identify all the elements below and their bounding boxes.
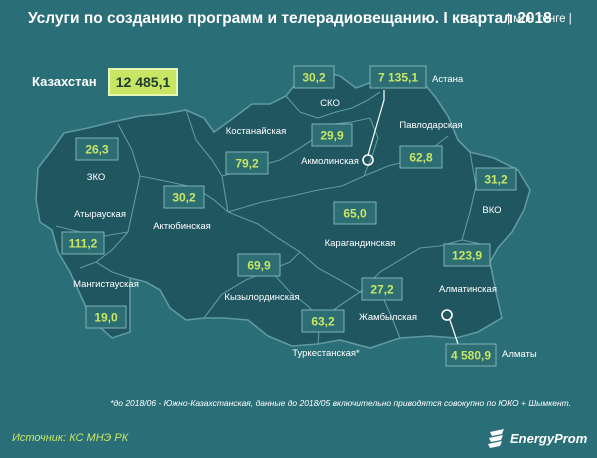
- country-label: Казахстан: [32, 74, 97, 89]
- region-name: Павлодарская: [399, 120, 462, 131]
- region-value: 29,9: [320, 129, 344, 143]
- region-label-group: 123,9 Алматинская: [439, 243, 497, 295]
- region-value-box: [333, 201, 377, 225]
- region-label-group: 29,9 Акмолинская: [301, 123, 359, 167]
- region-name: Акмолинская: [301, 156, 359, 167]
- region-label-group: 62,8 Павлодарская: [399, 120, 463, 169]
- city-marker-icon: [441, 309, 453, 321]
- region-name: Костанайская: [226, 126, 286, 137]
- region-name: Актюбинская: [153, 221, 211, 232]
- region-value: 65,0: [343, 207, 367, 221]
- region-value-box: [301, 309, 345, 333]
- region-value-box: [293, 65, 335, 89]
- chart-title: Услуги по созданию программ и телерадиов…: [28, 10, 552, 27]
- region-value-box: [311, 123, 353, 147]
- region-value-box: [163, 185, 205, 209]
- source-note: Источник: КС МНЭ РК: [12, 432, 129, 444]
- region-label-group: 111,2 Атырауская: [61, 209, 126, 255]
- region-value: 30,2: [172, 191, 196, 205]
- energyprom-icon: [488, 429, 504, 448]
- region-value-box: [475, 167, 517, 191]
- region-label-group: 31,2 ВКО: [475, 167, 517, 216]
- region-value-box: [237, 253, 281, 277]
- region-value-box: [399, 145, 443, 169]
- region-name: Жамбылская: [359, 312, 417, 323]
- region-value: 30,2: [302, 71, 326, 85]
- region-value: 4 580,9: [451, 349, 491, 363]
- region-value: 27,2: [370, 283, 394, 297]
- region-value: 69,9: [247, 259, 271, 273]
- region-value: 62,8: [409, 151, 433, 165]
- region-border: [383, 299, 401, 339]
- region-name: Кызылординская: [224, 292, 299, 303]
- region-name: Алматы: [502, 349, 537, 360]
- region-label-group: 30,2 СКО: [293, 65, 340, 109]
- region-value: 19,0: [94, 311, 118, 325]
- region-border: [285, 91, 381, 119]
- country-total-box: 12 485,1: [108, 68, 178, 96]
- region-name: Туркестанская*: [292, 348, 360, 359]
- header: Услуги по созданию программ и телерадиов…: [0, 0, 597, 38]
- region-label-group: 19,0 Мангистауская: [73, 279, 139, 329]
- region-border: [79, 123, 141, 269]
- region-name: СКО: [320, 98, 340, 109]
- region-name: Карагандинская: [325, 238, 396, 249]
- region-label-group: 26,3 ЗКО: [75, 137, 119, 183]
- region-value-box: [445, 343, 497, 367]
- unit-label: | млн тенге |: [507, 13, 572, 25]
- brand-name: EnergyProm: [510, 431, 588, 446]
- region-value-box: [61, 231, 105, 255]
- region-label-group: 7 135,1 Астана: [369, 65, 464, 89]
- region-value: 7 135,1: [378, 71, 418, 85]
- region-label-group: 65,0 Карагандинская: [325, 201, 396, 249]
- callout-line: [449, 319, 459, 345]
- region-name: Атырауская: [74, 209, 126, 220]
- city-markers: [362, 90, 459, 345]
- country-outline: [35, 69, 531, 349]
- region-border: [95, 261, 131, 279]
- region-labels: 26,3 ЗКО 111,2 Атырауская 19,0 Мангистауская 3…: [61, 65, 537, 367]
- region-label-group: 4 580,9 Алматы: [445, 343, 537, 367]
- footnote: *до 2018/06 - Южно-Казахстанская, данные…: [110, 398, 571, 408]
- region-border: [461, 151, 477, 241]
- map-land: [35, 69, 531, 349]
- region-value-box: [443, 243, 491, 267]
- region-value: 26,3: [85, 143, 109, 157]
- region-label-group: 69,9 Кызылординская: [224, 253, 300, 303]
- region-label-group: 63,2 Туркестанская*: [292, 309, 360, 359]
- region-value-box: [85, 305, 127, 329]
- kazakhstan-map: 26,3 ЗКО 111,2 Атырауская 19,0 Мангистауская 3…: [35, 65, 537, 367]
- region-name: ВКО: [482, 205, 501, 216]
- region-value-box: [361, 277, 403, 301]
- region-label-group: 79,2 Костанайская: [225, 126, 286, 175]
- region-value-box: [225, 151, 269, 175]
- region-name: Алматинская: [439, 284, 497, 295]
- region-value: 111,2: [69, 237, 98, 251]
- region-name: ЗКО: [87, 172, 106, 183]
- region-value: 63,2: [311, 315, 335, 329]
- region-value: 123,9: [452, 249, 482, 263]
- region-border: [227, 211, 385, 301]
- region-name: Мангистауская: [73, 279, 139, 290]
- region-border: [363, 117, 379, 177]
- region-value: 79,2: [235, 157, 259, 171]
- region-value-box: [75, 137, 119, 161]
- region-border: [185, 109, 229, 213]
- region-value-box: [369, 65, 427, 89]
- callout-line: [367, 90, 385, 156]
- region-value: 31,2: [484, 173, 508, 187]
- region-label-group: 27,2 Жамбылская: [359, 277, 417, 323]
- region-name: Астана: [432, 74, 464, 85]
- region-label-group: 30,2 Актюбинская: [153, 185, 211, 232]
